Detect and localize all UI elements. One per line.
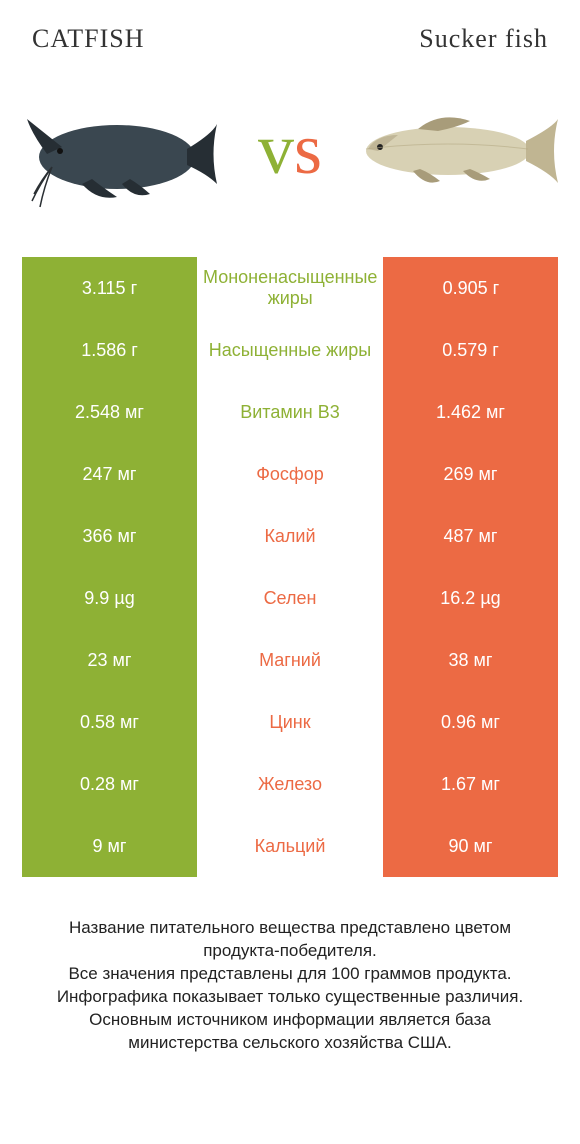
value-left: 23 мг [22, 629, 197, 691]
nutrient-label: Фосфор [197, 443, 383, 505]
nutrient-label: Железо [197, 753, 383, 815]
nutrition-table: 3.115 гМононенасыщенные жиры0.905 г1.586… [22, 256, 558, 877]
nutrient-label: Витамин B3 [197, 381, 383, 443]
table-row: 0.28 мгЖелезо1.67 мг [22, 753, 558, 815]
value-right: 90 мг [383, 815, 558, 877]
nutrient-label: Кальций [197, 815, 383, 877]
nutrient-label: Насыщенные жиры [197, 319, 383, 381]
table-row: 9 мгКальций90 мг [22, 815, 558, 877]
nutrient-label: Цинк [197, 691, 383, 753]
table-row: 3.115 гМононенасыщенные жиры0.905 г [22, 257, 558, 319]
table-row: 9.9 µgСелен16.2 µg [22, 567, 558, 629]
value-left: 9.9 µg [22, 567, 197, 629]
value-left: 1.586 г [22, 319, 197, 381]
vs-s: s [294, 113, 322, 185]
value-left: 3.115 г [22, 257, 197, 319]
nutrient-label: Селен [197, 567, 383, 629]
value-left: 9 мг [22, 815, 197, 877]
footer-line: Основным источником информации является … [42, 1009, 538, 1055]
value-left: 247 мг [22, 443, 197, 505]
nutrient-label: Мононенасыщенные жиры [197, 257, 383, 319]
title-suckerfish: Sucker fish [419, 24, 548, 54]
footer-line: Название питательного вещества представл… [42, 917, 538, 963]
value-right: 269 мг [383, 443, 558, 505]
footer-line: Все значения представлены для 100 граммо… [42, 963, 538, 986]
value-right: 487 мг [383, 505, 558, 567]
footer-line: Инфографика показывает только существенн… [42, 986, 538, 1009]
nutrient-label: Калий [197, 505, 383, 567]
suckerfish-image [358, 79, 558, 219]
value-left: 2.548 мг [22, 381, 197, 443]
title-catfish: CATFISH [32, 24, 144, 54]
value-right: 0.96 мг [383, 691, 558, 753]
footer-notes: Название питательного вещества представл… [22, 917, 558, 1055]
table-row: 366 мгКалий487 мг [22, 505, 558, 567]
vs-v: v [258, 113, 294, 185]
value-right: 38 мг [383, 629, 558, 691]
vs-label: vs [258, 113, 322, 185]
value-left: 0.28 мг [22, 753, 197, 815]
value-right: 0.905 г [383, 257, 558, 319]
value-right: 16.2 µg [383, 567, 558, 629]
value-left: 366 мг [22, 505, 197, 567]
nutrient-label: Магний [197, 629, 383, 691]
table-row: 23 мгМагний38 мг [22, 629, 558, 691]
table-row: 2.548 мгВитамин B31.462 мг [22, 381, 558, 443]
value-right: 0.579 г [383, 319, 558, 381]
table-row: 1.586 гНасыщенные жиры0.579 г [22, 319, 558, 381]
table-row: 0.58 мгЦинк0.96 мг [22, 691, 558, 753]
table-row: 247 мгФосфор269 мг [22, 443, 558, 505]
value-right: 1.67 мг [383, 753, 558, 815]
value-right: 1.462 мг [383, 381, 558, 443]
value-left: 0.58 мг [22, 691, 197, 753]
catfish-image [22, 79, 222, 219]
